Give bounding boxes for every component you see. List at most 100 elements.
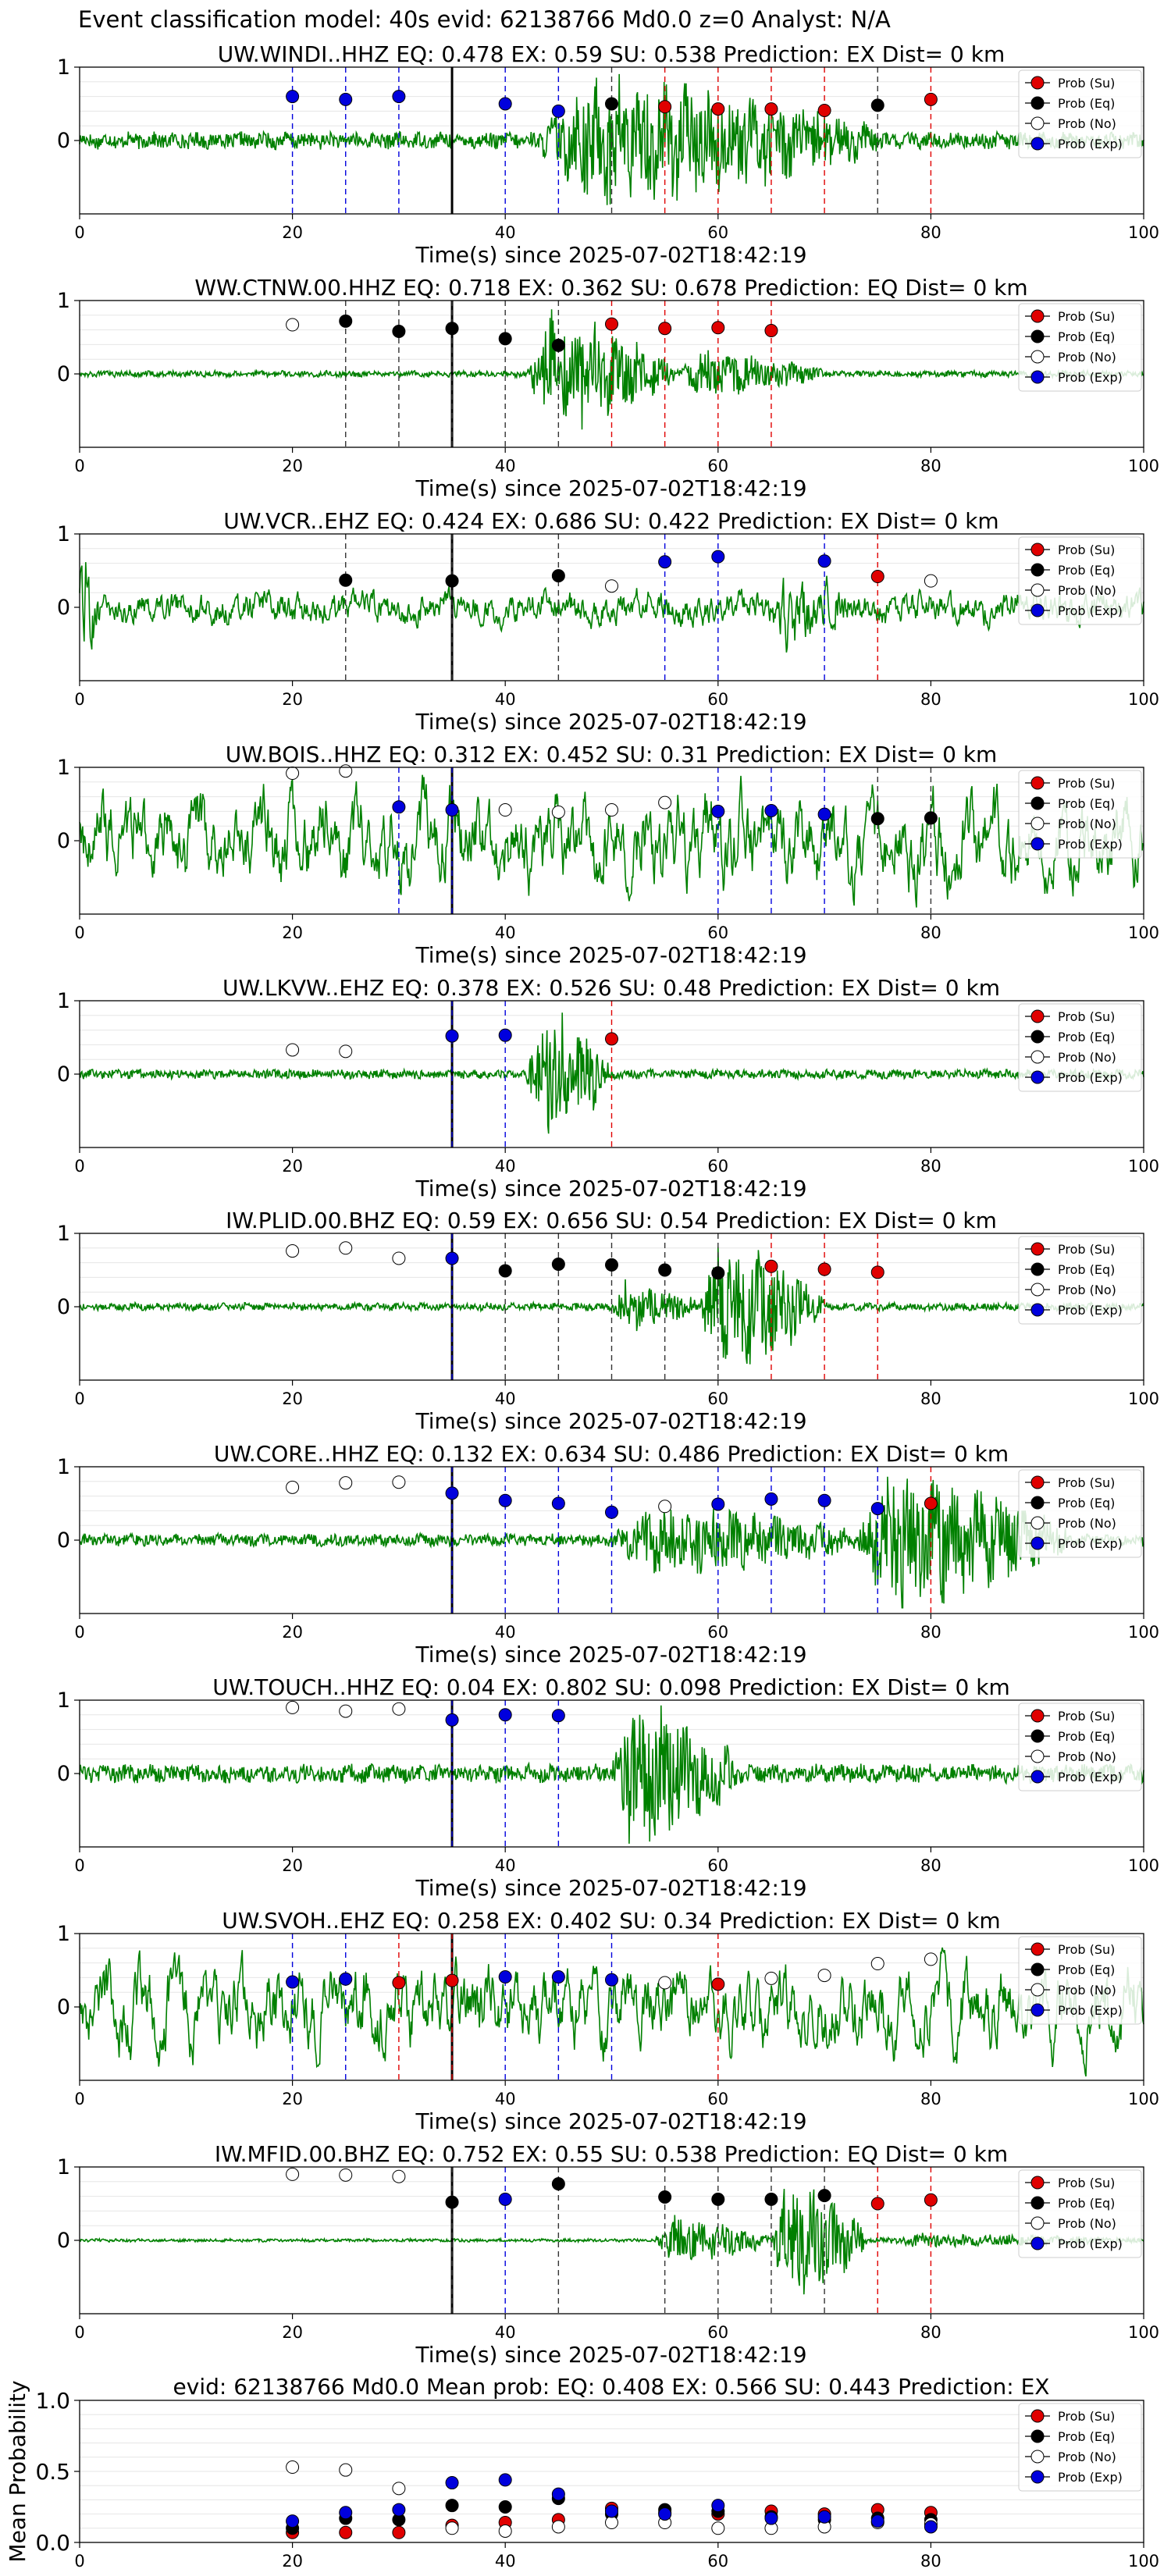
legend-label: Prob (No): [1058, 1050, 1116, 1065]
legend-box: [1018, 2169, 1142, 2258]
legend-marker: [1030, 583, 1045, 597]
x-tick-label: 20: [282, 1623, 303, 1642]
x-tick-label: 0: [74, 2323, 84, 2342]
probability-marker: [658, 322, 672, 336]
x-tick-label: 60: [707, 1389, 728, 1408]
legend-label: Prob (Exp): [1058, 370, 1123, 385]
panel-title: UW.TOUCH..HHZ EQ: 0.04 EX: 0.802 SU: 0.0…: [212, 1674, 1010, 1700]
legend-marker: [1030, 2429, 1045, 2443]
mean-probability-marker: [392, 2525, 406, 2539]
probability-marker: [924, 574, 938, 588]
legend-marker: [1030, 1749, 1045, 1763]
probability-marker: [392, 1702, 406, 1716]
probability-marker: [551, 1496, 565, 1510]
probability-marker: [605, 97, 618, 111]
legend-label: Prob (Su): [1058, 76, 1115, 91]
probability-marker: [605, 803, 618, 817]
legend-marker: [1030, 350, 1045, 364]
x-tick-label: 40: [495, 2090, 516, 2108]
x-tick-label: 100: [1128, 2090, 1159, 2108]
probability-marker: [392, 90, 406, 104]
legend-label: Prob (No): [1058, 116, 1116, 131]
y-tick-label: 1: [57, 2155, 70, 2179]
x-tick-label: 20: [282, 690, 303, 709]
mean-probability-marker: [764, 2511, 778, 2525]
probability-marker: [445, 803, 459, 817]
legend-label: Prob (Eq): [1058, 2429, 1115, 2444]
panel-title: IW.MFID.00.BHZ EQ: 0.752 EX: 0.55 SU: 0.…: [215, 2141, 1008, 2167]
legend-label: Prob (No): [1058, 1983, 1116, 1998]
legend-marker: [1030, 1536, 1045, 1550]
probability-marker: [817, 2189, 831, 2203]
mean-probability-marker: [551, 2487, 565, 2501]
waveform-trace: [79, 562, 1144, 653]
legend-box: [1018, 536, 1142, 625]
x-tick-label: 40: [495, 1157, 516, 1176]
probability-marker: [658, 100, 672, 114]
y-tick-label: 0: [57, 596, 70, 620]
mean-probability-marker: [498, 2524, 512, 2538]
probability-marker: [339, 573, 353, 587]
legend-marker: [1030, 329, 1045, 343]
x-tick-label: 40: [495, 2552, 516, 2571]
x-axis-label: Time(s) since 2025-07-02T18:42:19: [415, 1176, 806, 1201]
legend-label: Prob (Su): [1058, 776, 1115, 791]
probability-marker: [605, 317, 618, 331]
mean-probability-marker: [711, 2499, 725, 2513]
x-tick-label: 80: [920, 457, 941, 475]
legend-box: [1018, 1236, 1142, 1325]
probability-marker: [658, 1976, 672, 1990]
probability-marker: [605, 1973, 618, 1987]
legend-label: Prob (No): [1058, 583, 1116, 598]
legend-marker: [1030, 76, 1045, 90]
legend-marker: [1030, 309, 1045, 323]
probability-marker: [498, 803, 512, 817]
probability-marker: [498, 1493, 512, 1507]
x-tick-label: 20: [282, 1856, 303, 1875]
probability-marker: [551, 1969, 565, 1984]
legend-label: Prob (Exp): [1058, 2236, 1123, 2251]
x-tick-label: 20: [282, 2323, 303, 2342]
x-tick-label: 100: [1128, 2323, 1159, 2342]
legend-marker: [1030, 1962, 1045, 1976]
legend-label: Prob (Exp): [1058, 137, 1123, 151]
probability-marker: [870, 98, 884, 112]
probability-marker: [711, 321, 725, 335]
panel-title: UW.VCR..EHZ EQ: 0.424 EX: 0.686 SU: 0.42…: [223, 508, 998, 534]
y-tick-label: 0: [57, 1762, 70, 1786]
x-axis-label: Time(s) since 2025-07-02T18:42:19: [415, 475, 806, 501]
mean-probability-marker: [658, 2507, 672, 2521]
legend-label: Prob (Su): [1058, 1009, 1115, 1024]
y-axis-label: Mean Probability: [5, 2380, 30, 2562]
legend-label: Prob (Eq): [1058, 96, 1115, 111]
probability-marker: [498, 1028, 512, 1042]
mean-probability-marker: [924, 2520, 938, 2534]
probability-marker: [870, 1957, 884, 1971]
legend-marker: [1030, 817, 1045, 831]
probability-marker: [711, 550, 725, 564]
waveform-trace: [79, 1247, 1144, 1364]
probability-marker: [924, 1496, 938, 1510]
legend-label: Prob (Exp): [1058, 603, 1123, 618]
y-tick-label: 1: [57, 55, 70, 80]
mean-probability-marker: [339, 2525, 353, 2539]
x-tick-label: 20: [282, 1389, 303, 1408]
legend-marker: [1030, 837, 1045, 851]
probability-marker: [286, 1480, 300, 1494]
panel-title: UW.BOIS..HHZ EQ: 0.312 EX: 0.452 SU: 0.3…: [226, 742, 998, 767]
legend-label: Prob (Eq): [1058, 1729, 1115, 1744]
x-tick-label: 40: [495, 1623, 516, 1642]
legend-label: Prob (Eq): [1058, 2196, 1115, 2211]
legend-box: [1018, 2403, 1142, 2492]
probability-marker: [870, 2197, 884, 2211]
legend-box: [1018, 69, 1142, 158]
probability-marker: [286, 318, 300, 332]
probability-marker: [924, 1952, 938, 1966]
